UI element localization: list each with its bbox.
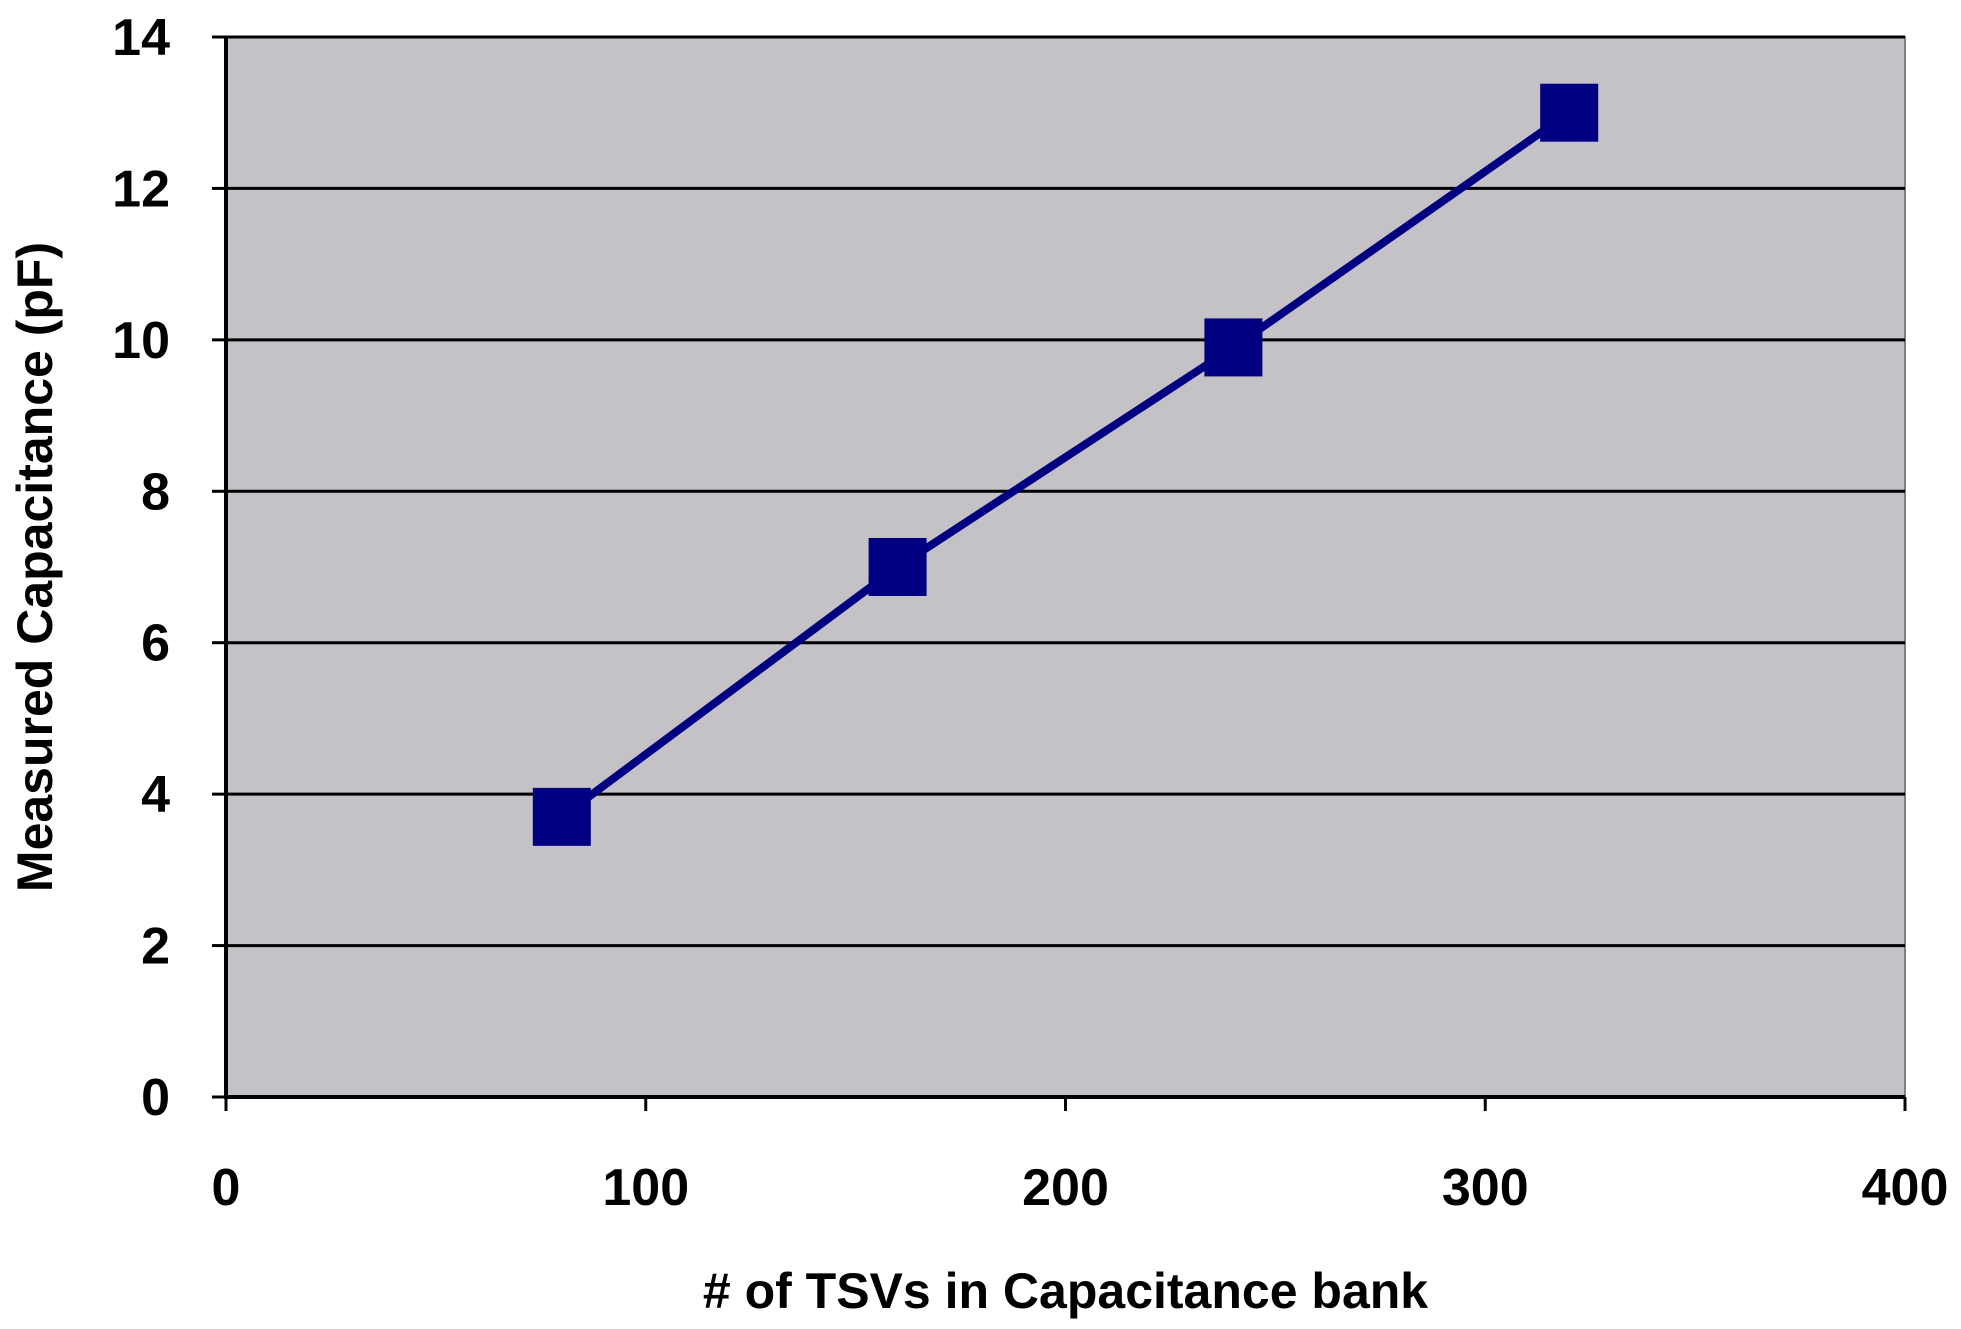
data-point [1540,83,1599,142]
y-axis-title: Measured Capacitance (pF) [7,242,63,892]
y-tick-label: 2 [141,918,170,976]
x-tick-label: 100 [602,1159,689,1217]
x-tick-label: 200 [1022,1159,1109,1217]
x-axis-ticks: 0 100 200 300 400 [212,1097,1949,1217]
y-tick-label: 14 [112,9,170,67]
data-point [868,538,927,596]
x-tick-label: 0 [212,1159,241,1217]
series-group [532,83,1599,846]
gridlines [226,35,1905,948]
plot-area [225,36,1906,1098]
y-tick-label: 6 [141,615,170,673]
x-tick-label: 300 [1442,1159,1529,1217]
data-point [532,787,591,846]
y-tick-label: 12 [112,160,170,218]
y-tick-label: 8 [141,463,170,521]
y-tick-label: 0 [141,1069,170,1127]
series-line [559,109,1572,821]
data-point [1204,318,1263,377]
x-axis-title: # of TSVs in Capacitance bank [703,1263,1428,1319]
y-axis-ticks: 0 2 4 6 8 10 12 14 [112,9,226,1127]
y-tick-label: 10 [112,312,170,370]
x-tick-label: 400 [1862,1159,1949,1217]
y-tick-label: 4 [141,766,170,824]
